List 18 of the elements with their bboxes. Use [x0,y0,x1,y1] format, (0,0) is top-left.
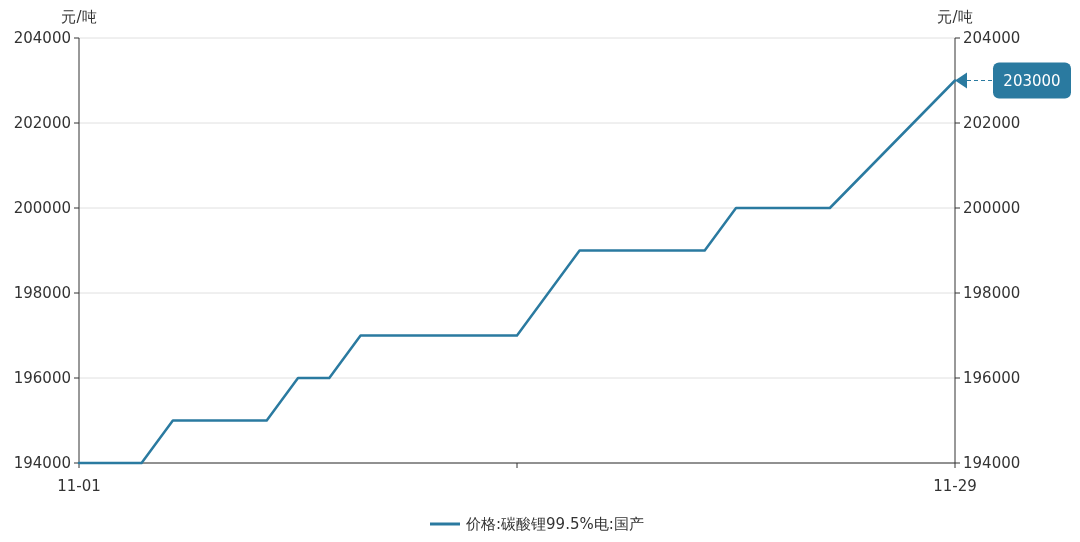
y-tick-label: 196000 [13,369,71,387]
y2-tick-label: 194000 [963,454,1021,472]
y2-tick-label: 202000 [963,114,1021,132]
y-tick-label: 194000 [13,454,71,472]
x-tick-label: 11-01 [57,477,101,495]
legend-label: 价格:碳酸锂99.5%电:国产 [465,515,644,533]
y2-tick-label: 200000 [963,199,1021,217]
text: 203000 [1003,71,1061,90]
y-axis-title: 元/吨 [61,8,97,26]
y2-tick-label: 204000 [963,29,1021,47]
y2-tick-label: 196000 [963,369,1021,387]
y-tick-label: 204000 [13,29,71,47]
y2-tick-label: 198000 [963,284,1021,302]
y2-axis-title: 元/吨 [937,8,973,26]
x-tick-label: 11-29 [933,477,977,495]
y-tick-label: 198000 [13,284,71,302]
y-tick-label: 200000 [13,199,71,217]
y-tick-label: 202000 [13,114,71,132]
